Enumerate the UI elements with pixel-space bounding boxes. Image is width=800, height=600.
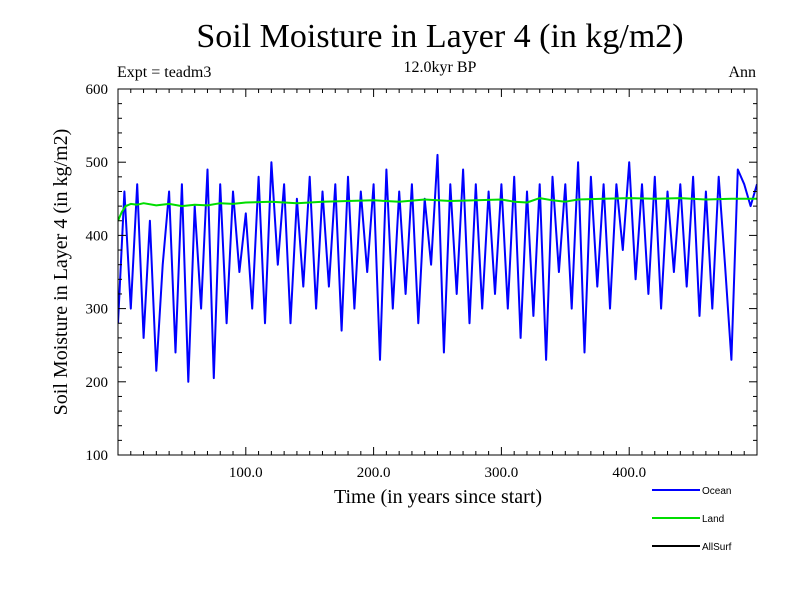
legend-label-ocean: Ocean xyxy=(702,486,731,497)
x-tick-label: 100.0 xyxy=(229,465,263,481)
legend-label-land: Land xyxy=(702,514,724,525)
y-tick-label: 600 xyxy=(86,82,109,98)
season-label: Ann xyxy=(728,64,756,81)
legend: Ocean Land AllSurf xyxy=(652,486,732,553)
x-tick-label: 300.0 xyxy=(485,465,519,481)
series-line-land xyxy=(118,197,757,222)
experiment-label: Expt = teadm3 xyxy=(117,64,211,81)
series-line-ocean xyxy=(118,153,757,383)
x-tick-label: 400.0 xyxy=(612,465,646,481)
axes: 100.0 200.0 300.0 400.0 100 200 300 400 500 600 xyxy=(86,82,758,481)
chart-title: Soil Moisture in Layer 4 (in kg/m2) xyxy=(196,18,683,55)
y-tick-label: 500 xyxy=(86,155,109,171)
x-tick-label: 200.0 xyxy=(357,465,391,481)
plot-area xyxy=(118,153,757,383)
legend-label-allsurf: AllSurf xyxy=(702,542,732,553)
y-tick-label: 200 xyxy=(86,375,109,391)
plot-frame xyxy=(117,88,758,456)
y-axis-label: Soil Moisture in Layer 4 (in kg/m2) xyxy=(50,129,72,416)
y-tick-label: 100 xyxy=(86,448,109,464)
y-tick-label: 300 xyxy=(86,302,109,318)
y-tick-label: 400 xyxy=(86,228,109,244)
x-axis-label: Time (in years since start) xyxy=(334,486,542,508)
chart-subtitle: 12.0kyr BP xyxy=(404,59,477,76)
